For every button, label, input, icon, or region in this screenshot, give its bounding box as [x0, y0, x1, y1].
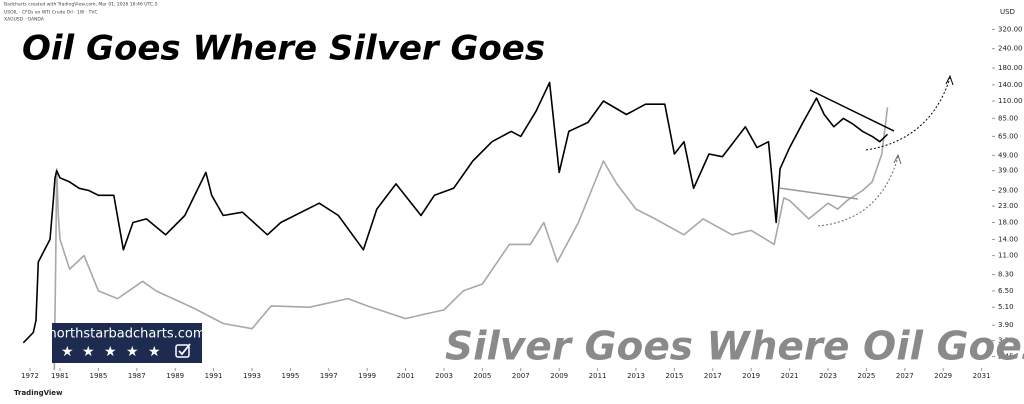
- x-tick-label: 1985: [89, 372, 107, 380]
- y-tick-label: 65.00: [998, 132, 1018, 140]
- x-tick-label: 2027: [896, 372, 914, 380]
- y-tick-label: 180.00: [998, 64, 1023, 72]
- x-tick-label: 1987: [128, 372, 146, 380]
- y-tick-label: 14.00: [998, 235, 1018, 243]
- legend-line: USOIL · CFDs on WTI Crude Oil · 1W · TVC: [4, 10, 98, 16]
- y-tick-label: 3.90: [998, 321, 1014, 329]
- y-tick-label: 240.00: [998, 45, 1023, 53]
- subtitle: Silver Goes Where Oil Goes: [445, 325, 1024, 370]
- y-tick-label: 6.50: [998, 287, 1014, 295]
- x-tick-label: 1997: [320, 372, 338, 380]
- y-tick-label: 2.45: [998, 352, 1014, 360]
- branding: TradingView: [14, 389, 63, 397]
- badge-text: northstarbadcharts.com: [49, 327, 206, 342]
- arrow-head: [893, 153, 902, 165]
- arrow: [817, 156, 899, 227]
- x-tick-label: 2013: [627, 372, 645, 380]
- y-tick-label: 320.00: [998, 25, 1023, 33]
- y-tick-label: 140.00: [998, 81, 1023, 89]
- y-tick-label: 110.00: [998, 97, 1023, 105]
- x-tick-label: 2007: [512, 372, 530, 380]
- y-tick-label: 39.00: [998, 167, 1018, 175]
- x-tick-label: 2015: [665, 372, 683, 380]
- plot: 2.45 3.10 3.90 5.10 6.50 8.30 11.00 14.00 18.00 2…: [21, 25, 1022, 380]
- x-tick-label: 1999: [358, 372, 376, 380]
- legend-line: XAGUSD · OANDA: [4, 17, 45, 23]
- x-tick-label: 2005: [473, 372, 491, 380]
- x-tick-label: 2017: [704, 372, 722, 380]
- x-tick-label: 2029: [934, 372, 952, 380]
- trend-line: [809, 89, 895, 132]
- x-tick-label: 2021: [781, 372, 799, 380]
- series-line: [53, 107, 889, 371]
- arrow-head: [945, 74, 954, 86]
- x-tick-label: 1989: [166, 372, 184, 380]
- y-tick-label: 18.00: [998, 219, 1018, 227]
- header: Badcharts created with TradingView.com, …: [4, 2, 158, 8]
- series-line: [22, 81, 889, 344]
- x-tick-label: 1991: [205, 372, 223, 380]
- y-tick-label: 3.10: [998, 337, 1014, 345]
- y-tick-label: 8.30: [998, 271, 1014, 279]
- y-tick-label: 23.00: [998, 202, 1018, 210]
- x-tick-label: 1981: [51, 372, 69, 380]
- y-tick-label: 85.00: [998, 114, 1018, 122]
- y-tick-label: 49.00: [998, 151, 1018, 159]
- x-tick-label: 2023: [819, 372, 837, 380]
- arrow: [865, 77, 951, 151]
- svg-text:★: ★: [104, 344, 117, 360]
- x-tick-label: 2001: [397, 372, 415, 380]
- y-tick-label: 11.00: [998, 252, 1018, 260]
- x-tick-label: 1995: [281, 372, 299, 380]
- x-tick-label: 2025: [857, 372, 875, 380]
- x-tick-label: 1993: [243, 372, 261, 380]
- x-tick-label: 2031: [973, 372, 991, 380]
- y-tick-label: 29.00: [998, 187, 1018, 195]
- x-tick-label: 1972: [21, 372, 39, 380]
- svg-text:★: ★: [61, 344, 74, 360]
- x-tick-label: 2011: [589, 372, 607, 380]
- x-tick-label: 2009: [550, 372, 568, 380]
- x-tick-label: 2019: [742, 372, 760, 380]
- x-tick-label: 2003: [435, 372, 453, 380]
- svg-text:★: ★: [82, 344, 95, 360]
- trend-line: [778, 187, 859, 200]
- badge: northstarbadcharts.com ★ ★ ★ ★ ★: [49, 323, 206, 363]
- svg-text:★: ★: [126, 344, 139, 360]
- chart-title: Oil Goes Where Silver Goes: [22, 29, 545, 69]
- svg-text:★: ★: [148, 344, 161, 360]
- axis-unit: USD: [1000, 8, 1015, 16]
- y-tick-label: 5.10: [998, 303, 1014, 311]
